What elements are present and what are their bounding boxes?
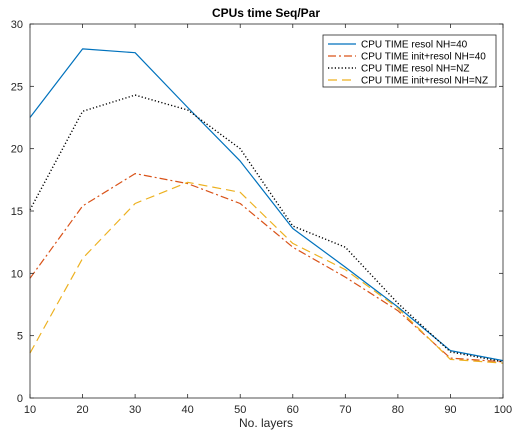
- legend-label-3: CPU TIME resol NH=NZ: [361, 64, 469, 75]
- x-tick-label: 10: [24, 404, 36, 416]
- y-tick-label: 15: [11, 206, 23, 218]
- x-tick-label: 100: [494, 404, 512, 416]
- x-axis-label: No. layers: [239, 416, 293, 430]
- y-tick-label: 30: [11, 19, 23, 31]
- chart-title: CPUs time Seq/Par: [212, 6, 320, 20]
- x-tick-label: 80: [392, 404, 404, 416]
- series-line-1: [29, 48, 504, 362]
- x-tick-label: 70: [339, 404, 351, 416]
- legend-label-4: CPU TIME init+resol NH=NZ: [361, 76, 488, 87]
- legend-label-1: CPU TIME resol NH=40: [361, 40, 468, 51]
- x-tick-label: 50: [234, 404, 246, 416]
- x-tick-label: 20: [76, 404, 88, 416]
- x-tick-label: 40: [182, 404, 194, 416]
- series-line-2: [29, 173, 504, 363]
- y-tick-label: 10: [11, 268, 23, 280]
- series-line-4: [29, 181, 504, 364]
- legend-label-2: CPU TIME init+resol NH=40: [361, 52, 486, 63]
- y-tick-label: 25: [11, 81, 23, 93]
- x-tick-label: 60: [287, 404, 299, 416]
- x-tick-label: 30: [129, 404, 141, 416]
- y-tick-label: 20: [11, 144, 23, 156]
- x-tick-label: 90: [444, 404, 456, 416]
- y-tick-label: 0: [17, 393, 23, 405]
- y-tick-label: 5: [17, 331, 23, 343]
- series-line-3: [29, 94, 504, 363]
